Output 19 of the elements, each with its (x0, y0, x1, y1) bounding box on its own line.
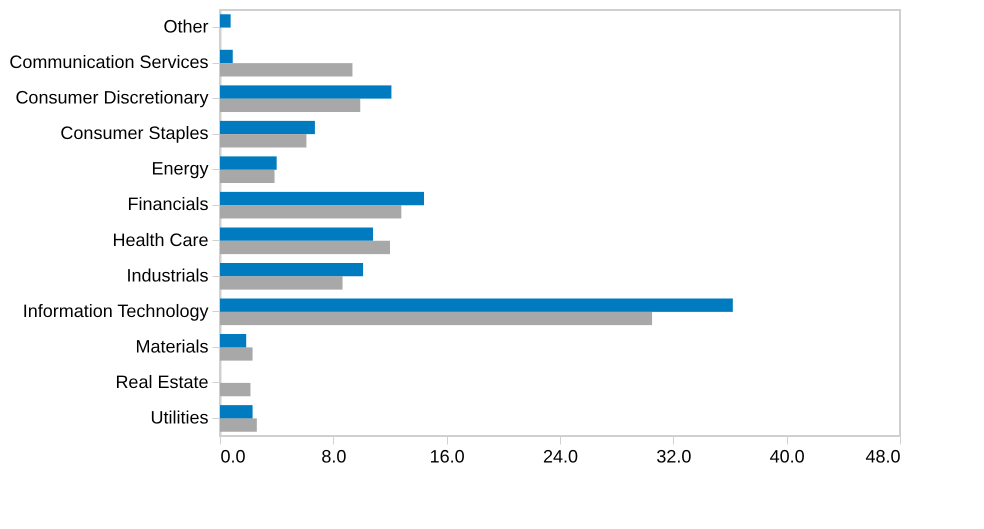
y-tick-label: Real Estate (115, 372, 208, 392)
y-tick-label: Communication Services (9, 52, 208, 72)
y-tick-label: Financials (127, 194, 208, 214)
x-tick-label: 48.0 (865, 446, 900, 466)
y-tick-label: Other (163, 16, 208, 37)
x-tick-label: 16.0 (430, 446, 465, 466)
y-tick-label: Industrials (126, 265, 208, 286)
x-tick-label: 40.0 (770, 446, 805, 466)
x-tick-label: 8.0 (321, 446, 346, 466)
y-tick-label: Information Technology (22, 300, 208, 321)
y-tick-label: Materials (135, 336, 208, 356)
y-tick-label: Health Care (112, 230, 208, 250)
x-tick-label: 0.0 (220, 446, 246, 466)
x-tick-label: 24.0 (542, 446, 578, 466)
y-tick-label: Utilities (150, 407, 208, 428)
y-tick-label: Consumer Staples (60, 123, 208, 144)
y-tick-label: Consumer Discretionary (15, 88, 208, 108)
y-tick-label: Energy (151, 158, 208, 179)
x-tick-label: 32.0 (656, 446, 692, 466)
